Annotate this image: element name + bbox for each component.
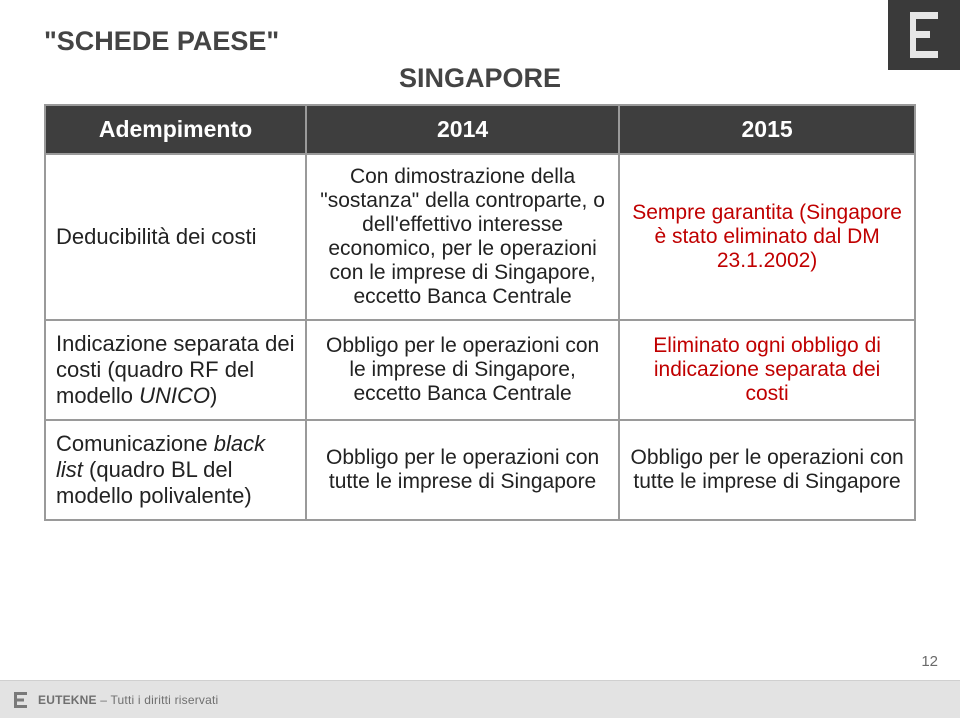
row-label: Deducibilità dei costi: [45, 154, 306, 320]
row-label-italic: UNICO: [139, 383, 210, 408]
slide: "SCHEDE PAESE" SINGAPORE Adempimento 201…: [0, 0, 960, 718]
page-title: "SCHEDE PAESE": [44, 26, 916, 57]
row-label: Comunicazione black list (quadro BL del …: [45, 420, 306, 520]
cell-2015: Obbligo per le operazioni con tutte le i…: [619, 420, 915, 520]
compliance-table: Adempimento 2014 2015 Deducibilità dei c…: [44, 104, 916, 521]
row-label: Indicazione separata dei costi (quadro R…: [45, 320, 306, 420]
table-row: Comunicazione black list (quadro BL del …: [45, 420, 915, 520]
footer-logo-icon: [12, 691, 30, 709]
row-label-text: ): [210, 383, 217, 408]
th-adempimento: Adempimento: [45, 105, 306, 154]
row-label-text: Comunicazione: [56, 431, 214, 456]
cell-2015: Eliminato ogni obbligo di indicazione se…: [619, 320, 915, 420]
table-row: Deducibilità dei costi Con dimostrazione…: [45, 154, 915, 320]
footer-bar: EUTEKNE – Tutti i diritti riservati: [0, 680, 960, 718]
logo-e-icon: [904, 12, 944, 58]
footer-brand: EUTEKNE: [38, 693, 97, 707]
row-label-text: (quadro BL del modello polivalente): [56, 457, 252, 508]
cell-2015: Sempre garantita (Singapore è stato elim…: [619, 154, 915, 320]
cell-2014: Con dimostrazione della "sostanza" della…: [306, 154, 619, 320]
brand-logo-corner: [888, 0, 960, 70]
th-2014: 2014: [306, 105, 619, 154]
country-title: SINGAPORE: [44, 63, 916, 94]
th-2015: 2015: [619, 105, 915, 154]
footer-text: EUTEKNE – Tutti i diritti riservati: [38, 693, 218, 707]
cell-2014: Obbligo per le operazioni con tutte le i…: [306, 420, 619, 520]
footer-rights: – Tutti i diritti riservati: [97, 693, 219, 707]
table-header-row: Adempimento 2014 2015: [45, 105, 915, 154]
page-number: 12: [921, 653, 938, 670]
cell-2014: Obbligo per le operazioni con le imprese…: [306, 320, 619, 420]
table-row: Indicazione separata dei costi (quadro R…: [45, 320, 915, 420]
